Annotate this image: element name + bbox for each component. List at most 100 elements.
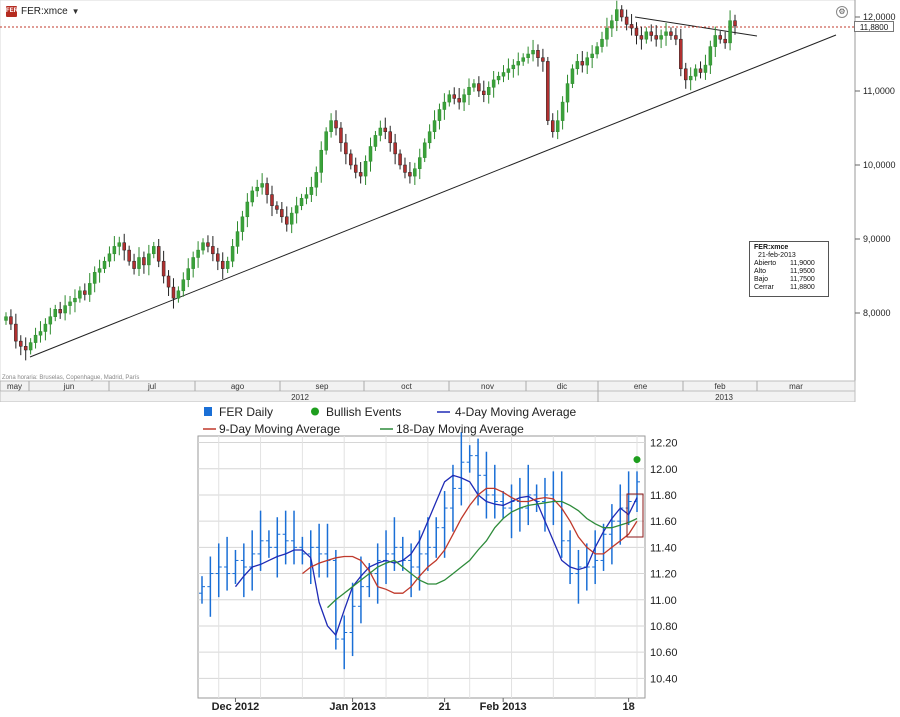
candle bbox=[462, 88, 466, 111]
candle-body bbox=[432, 120, 437, 132]
candle-body bbox=[551, 120, 555, 132]
candle bbox=[23, 337, 28, 361]
candle bbox=[506, 58, 511, 80]
candle-body bbox=[659, 35, 663, 40]
candle bbox=[403, 157, 407, 179]
candle-body bbox=[216, 253, 220, 262]
candle-body bbox=[526, 53, 530, 58]
candle-body bbox=[255, 186, 259, 192]
candle bbox=[181, 272, 186, 297]
candle-body bbox=[511, 64, 516, 70]
candle-body bbox=[73, 297, 77, 303]
candle-body bbox=[122, 242, 126, 251]
candle-body bbox=[171, 286, 176, 299]
x-tick-label: 21 bbox=[438, 701, 450, 713]
candle bbox=[63, 295, 67, 321]
symbol-selector[interactable]: FER FER:xmce ▼ bbox=[6, 4, 80, 18]
y-tick-label: 11.60 bbox=[650, 516, 677, 528]
daily-bar bbox=[265, 530, 272, 558]
top-y-axis: 8,0000 9,0000 10,0000 11,0000 12,0000 bbox=[855, 12, 896, 318]
daily-bar bbox=[525, 464, 532, 526]
candle-body bbox=[23, 346, 28, 351]
candle bbox=[718, 31, 722, 44]
candle bbox=[565, 74, 570, 113]
candle bbox=[147, 244, 151, 276]
candle-body bbox=[669, 31, 673, 36]
candle bbox=[339, 122, 343, 152]
candle-body bbox=[206, 242, 210, 247]
daily-bar bbox=[291, 510, 298, 565]
daily-bar bbox=[199, 576, 205, 604]
candle bbox=[137, 247, 141, 276]
y-tick-label: 11.20 bbox=[650, 569, 677, 581]
info-label: Cerrar bbox=[754, 284, 774, 291]
candle bbox=[610, 14, 614, 37]
candle bbox=[733, 14, 737, 35]
info-row-close: Cerrar 11,8800 bbox=[754, 284, 828, 292]
candle-body bbox=[605, 27, 609, 40]
9-day-moving-averageline bbox=[301, 487, 638, 594]
bottom-chart-canvas: 10.40 10.60 10.80 11.00 11.20 11.40 11.60 11.80… bbox=[197, 405, 678, 713]
candle-body bbox=[92, 272, 97, 284]
bottom-y-axis: 10.40 10.60 10.80 11.00 11.20 11.40 11.60 11.80… bbox=[650, 438, 678, 686]
candle-body bbox=[713, 35, 718, 47]
candle bbox=[353, 157, 358, 179]
candle bbox=[33, 327, 38, 349]
candle bbox=[501, 65, 506, 83]
candle-body bbox=[358, 172, 363, 177]
candle-body bbox=[176, 290, 181, 299]
y-tick-label: 11.00 bbox=[650, 595, 677, 607]
settings-icon[interactable]: ⚙ bbox=[836, 6, 848, 18]
info-box-date: 21-feb-2013 bbox=[758, 252, 796, 259]
daily-bar bbox=[215, 543, 222, 598]
daily-bar bbox=[608, 504, 615, 565]
candle bbox=[285, 206, 289, 232]
candle-body bbox=[728, 20, 732, 44]
legend-swatch-daily bbox=[204, 407, 212, 416]
chevron-down-icon[interactable]: ▼ bbox=[71, 6, 80, 16]
candle bbox=[590, 45, 594, 69]
timezone-note: Zona horaria: Bruselas, Copenhague, Madr… bbox=[2, 375, 140, 381]
candle bbox=[413, 162, 417, 185]
candle-body bbox=[610, 20, 614, 29]
candle-body bbox=[422, 142, 427, 158]
candle-body bbox=[693, 68, 698, 77]
candle-body bbox=[38, 331, 43, 336]
bullish-event-marker bbox=[633, 456, 641, 464]
daily-bar bbox=[458, 432, 465, 506]
candle-body bbox=[521, 57, 525, 62]
candle-body bbox=[442, 101, 447, 110]
month-label: feb bbox=[714, 382, 726, 391]
candle bbox=[486, 81, 491, 104]
candle-body bbox=[289, 212, 294, 225]
bullish-event-group bbox=[633, 456, 641, 464]
candle-body bbox=[629, 24, 634, 29]
candle-body bbox=[235, 231, 240, 247]
symbol-badge-icon: FER bbox=[6, 5, 18, 17]
candle-body bbox=[634, 27, 639, 36]
daily-bar bbox=[424, 517, 431, 571]
candle bbox=[107, 246, 112, 268]
candle bbox=[477, 76, 481, 97]
candle-body bbox=[393, 142, 397, 155]
top-chart-canvas: 8,0000 9,0000 10,0000 11,0000 12,0000 may jun… bbox=[0, 0, 896, 402]
highlight-box bbox=[626, 493, 644, 538]
candle bbox=[723, 31, 727, 49]
candle-body bbox=[344, 142, 348, 155]
candle bbox=[408, 162, 412, 184]
candle-body bbox=[260, 183, 264, 188]
candle-body bbox=[83, 290, 87, 295]
candle bbox=[674, 28, 678, 46]
candle bbox=[393, 133, 397, 165]
candle bbox=[186, 258, 190, 288]
candle-body bbox=[270, 194, 274, 206]
candle bbox=[83, 283, 87, 301]
top-price-chart: 8,0000 9,0000 10,0000 11,0000 12,0000 may jun… bbox=[0, 0, 896, 402]
candle bbox=[496, 71, 501, 85]
y-tick-label: 11,0000 bbox=[863, 86, 895, 96]
candle bbox=[230, 239, 235, 268]
y-tick-label: 10,0000 bbox=[863, 160, 896, 170]
moving-average-lines bbox=[234, 474, 638, 637]
month-label: ene bbox=[634, 382, 648, 391]
candle bbox=[526, 46, 530, 64]
